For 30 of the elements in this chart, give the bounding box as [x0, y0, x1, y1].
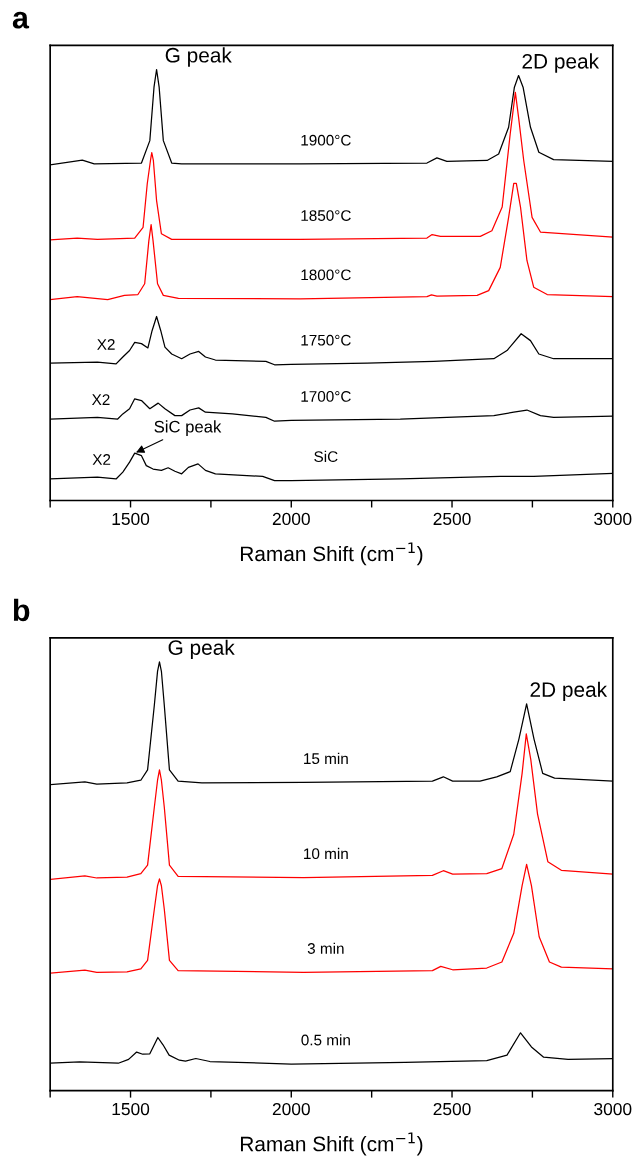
chart-title: a [12, 11, 30, 29]
x-tick-label: 2000 [272, 1102, 310, 1116]
chart-title: b [13, 598, 30, 622]
series-label: 1800°C [301, 269, 351, 281]
series-label: 15 min [304, 752, 348, 765]
x-tick-label: 3000 [594, 1102, 632, 1116]
series-label: 1900°C [301, 134, 351, 146]
annotation: 2D peak [530, 681, 608, 702]
annotation: SiC peak [154, 420, 222, 436]
series-label: 0.5 min [301, 1034, 350, 1046]
annotation: 2D peak [522, 53, 600, 73]
series-label: 1850°C [301, 210, 351, 221]
annotation: X2 [91, 394, 110, 405]
annotation: X2 [97, 339, 115, 350]
x-axis-title: Raman Shift (cm$^{−1}$) [240, 542, 423, 566]
series-label: 3 min [307, 942, 344, 954]
x-tick-label: 2500 [433, 1102, 471, 1116]
series-label: 10 min [304, 847, 348, 860]
annotation: G peak [168, 639, 235, 660]
series-label: 1700°C [301, 391, 351, 402]
x-tick-label: 2000 [272, 512, 310, 526]
x-tick-label: 3000 [594, 512, 632, 526]
x-axis-title: Raman Shift (cm$^{−1}$) [240, 1132, 423, 1156]
series-label: SiC [314, 450, 338, 463]
x-tick-label: 1500 [112, 512, 150, 526]
x-tick-label: 1500 [112, 1102, 150, 1116]
x-tick-label: 2500 [433, 512, 471, 526]
annotation: G peak [165, 47, 232, 67]
annotation: X2 [92, 454, 111, 465]
series-label: 1750°C [301, 334, 351, 346]
